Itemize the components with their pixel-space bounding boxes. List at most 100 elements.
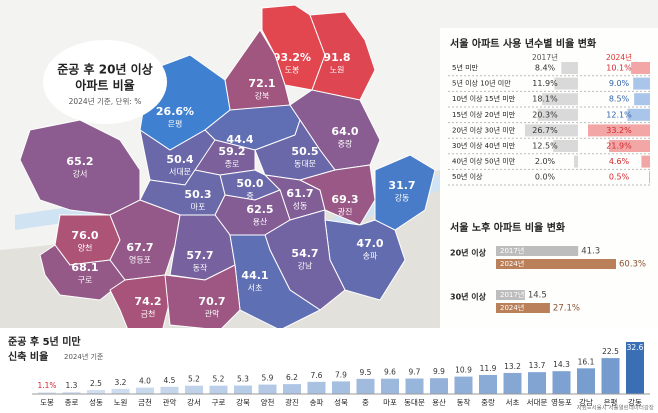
column-header: 2017년	[532, 52, 558, 62]
bar	[111, 388, 130, 394]
value-label: 5.3	[237, 375, 249, 384]
bar	[496, 246, 579, 256]
value-bar	[634, 93, 650, 106]
value-bar	[574, 155, 578, 168]
row-label: 10년 이상 15년 미만	[452, 94, 516, 103]
district-value: 68.1	[71, 261, 98, 274]
value-label: 2.0%	[535, 157, 556, 166]
district-name: 금천	[141, 309, 156, 319]
value-label: 9.0%	[609, 79, 630, 88]
panel-title: 서울 노후 아파트 비율 변화	[450, 221, 566, 234]
district-name: 관악	[205, 309, 220, 319]
district-value: 76.0	[71, 229, 98, 242]
district-value: 57.7	[186, 249, 213, 262]
district-name: 광진	[338, 207, 353, 217]
district-name: 노원	[330, 66, 345, 75]
value-label: 13.2	[504, 362, 521, 371]
x-tick-label: 양천	[261, 397, 275, 407]
bar-series: 2017년	[500, 246, 524, 255]
district-name: 중	[246, 192, 253, 201]
district-name: 강남	[298, 261, 313, 271]
bar	[479, 375, 497, 394]
source: 자료=서울시 서울열린데이터광장	[577, 404, 654, 412]
x-tick-label: 동작	[457, 397, 471, 407]
value-bar	[554, 77, 578, 90]
value-label: 22.5	[602, 347, 619, 356]
value-label: 7.6	[311, 371, 323, 380]
district-name: 성동	[293, 202, 308, 211]
bar	[307, 381, 326, 394]
bar	[601, 358, 620, 394]
district	[298, 164, 376, 226]
x-tick-label: 관악	[163, 397, 177, 407]
row-label: 5년 이상 10년 미만	[452, 79, 511, 88]
district-name: 서초	[248, 284, 263, 293]
bar	[503, 372, 522, 394]
district	[109, 274, 171, 341]
bar	[405, 378, 424, 394]
district-value: 47.0	[356, 237, 383, 250]
x-tick-label: 서대문	[527, 398, 548, 407]
charts: 서울 아파트 사용 년수별 비율 변화 2017년 2024년 5년 미만 8.4% 10…	[8, 37, 654, 412]
x-tick-label: 동대문	[404, 398, 425, 407]
bar-series: 2024년	[500, 259, 524, 268]
bar	[626, 342, 644, 394]
value-bar	[649, 171, 650, 184]
value-label: 2.5	[90, 379, 102, 388]
district-value: 50.0	[236, 177, 263, 190]
district-value: 72.1	[248, 77, 275, 90]
district-value: 67.7	[126, 241, 153, 254]
x-tick-label: 강북	[236, 397, 250, 407]
x-tick-label: 중	[362, 398, 369, 407]
bar-series: 2024년	[500, 303, 524, 312]
bar	[332, 381, 350, 394]
district-value: 74.2	[134, 295, 161, 308]
x-tick-label: 구로	[212, 398, 226, 407]
x-tick-label: 노원	[114, 398, 128, 407]
district-value: 31.7	[388, 179, 415, 192]
value-bar	[537, 108, 578, 121]
value-bar	[561, 62, 578, 74]
value-label: 4.5	[164, 376, 176, 385]
map-title-bg	[43, 40, 167, 124]
value-label: 32.6	[627, 343, 644, 352]
value-label: 1.3	[66, 381, 78, 390]
district-value: 54.7	[291, 247, 318, 260]
bottom-panel	[0, 328, 658, 413]
value-label: 0.0%	[535, 173, 556, 182]
district-value: 50.4	[166, 153, 193, 166]
value-bar	[524, 124, 578, 137]
district-value: 26.6%	[156, 105, 194, 118]
value-bar	[542, 93, 578, 106]
row-label: 50년 이상	[452, 172, 483, 181]
value-label: 4.6%	[609, 157, 630, 166]
district-name: 은평	[168, 119, 183, 129]
district	[374, 154, 436, 231]
value-label: 60.3%	[619, 260, 646, 270]
value-label: 9.5	[360, 368, 372, 377]
panel-title: 서울 아파트 사용 년수별 비율 변화	[450, 37, 597, 50]
value-bar	[641, 155, 650, 168]
district-value: 69.3	[331, 193, 358, 206]
bar	[496, 303, 550, 313]
chart-title: 준공 후 5년 미만	[8, 335, 81, 348]
map: 93.2%도봉91.8노원72.1강북26.6%은평44.4성북64.0중랑59…	[19, 4, 436, 341]
value-label: 10.1%	[606, 64, 632, 73]
row-label: 40년 이상 50년 미만	[452, 157, 516, 166]
value-bar	[633, 77, 650, 90]
value-label: 13.7	[529, 361, 546, 370]
value-bar	[609, 140, 650, 152]
bar	[38, 392, 56, 394]
district-value: 59.2	[218, 145, 245, 158]
district-name: 용산	[253, 217, 268, 227]
bar	[209, 385, 228, 394]
district-name: 중랑	[338, 139, 353, 149]
bar	[496, 259, 616, 269]
district-value: 61.7	[286, 187, 313, 200]
row-label: 20년 이상 30년 미만	[452, 125, 516, 134]
map-subtitle: 2024년 기준, 단위: %	[69, 96, 142, 106]
value-label: 18.1%	[532, 95, 558, 104]
value-label: 8.5%	[609, 95, 630, 104]
district-value: 70.7	[198, 295, 225, 308]
